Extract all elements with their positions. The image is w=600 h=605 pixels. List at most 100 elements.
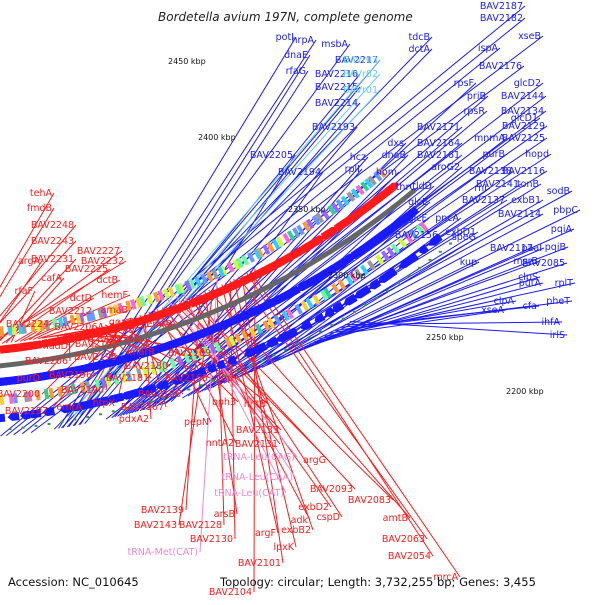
gene-arrow (11, 324, 17, 336)
label-connector (174, 302, 329, 461)
gene-label: emrB (146, 319, 172, 330)
gene-arrow (7, 412, 20, 421)
gene-label: dnaB (382, 150, 406, 161)
tick-mark (111, 410, 115, 413)
gene-label: tdcB (409, 32, 431, 43)
gene-label: tehA (30, 188, 53, 199)
gene-arrow (125, 300, 132, 312)
gene-label: BAV2181 (106, 373, 149, 384)
gene-label: xseA (481, 305, 504, 316)
gene-arrow (271, 238, 281, 250)
tick-mark (248, 364, 252, 367)
gene-arrow (375, 254, 385, 265)
gene-label: BAV2167 (121, 402, 164, 413)
gene-arrow (217, 266, 225, 277)
gene-label: BAV2176 (479, 61, 522, 72)
gene-label: mnmA (474, 133, 506, 144)
gene-arrow (249, 342, 268, 355)
gene-label: priB (467, 91, 486, 102)
gene-label: lpxK (273, 542, 294, 553)
gene-arrow (305, 218, 315, 230)
tick-mark (236, 370, 240, 373)
tick-mark (353, 310, 357, 313)
gene-arrow (234, 333, 243, 344)
gene-label: purD (17, 373, 40, 384)
gene-arrow (7, 325, 13, 336)
gene-label: BAV2198 (75, 339, 118, 350)
gene-arrow (84, 380, 92, 392)
gene-label: BAV2232 (81, 256, 124, 267)
label-connector (125, 142, 463, 415)
gene-arrow (404, 233, 414, 244)
label-connector (253, 268, 256, 593)
tick-label: 2300 kbp (328, 271, 366, 280)
gene-label: BAV2224 (6, 319, 49, 330)
gene-arrow (327, 204, 337, 216)
tick-mark (418, 266, 422, 269)
gene-arrow (286, 230, 296, 241)
gene-arrow (183, 352, 191, 364)
gene-arrow (104, 392, 125, 404)
gene-arrow (262, 320, 271, 331)
gene-arrow (266, 241, 275, 253)
gene-label: glcE (408, 197, 428, 208)
gene-label: arsB (214, 509, 235, 520)
gene-arrow (119, 389, 138, 400)
gene-label: BAV2134 (501, 106, 544, 117)
gene-arrow (236, 257, 244, 269)
gene-arrow (184, 280, 192, 291)
gene-arrow (320, 209, 330, 220)
gene-arrow (152, 291, 160, 303)
label-connector (249, 270, 461, 578)
gene-arrow (265, 336, 279, 348)
gene-label: dxs (387, 138, 404, 149)
gene-arrow (419, 221, 429, 232)
tick-mark (375, 296, 379, 299)
label-connector (153, 171, 324, 407)
gene-arrow (118, 320, 132, 331)
gene-arrow (169, 357, 177, 369)
gene-label: rfaG (286, 66, 306, 77)
gene-arrow (211, 268, 220, 280)
gene-label: BAV2139 (141, 505, 184, 516)
label-connector (175, 296, 296, 478)
tick-mark (295, 342, 299, 345)
label-connector (139, 314, 167, 408)
gene-label: pepN (184, 417, 209, 428)
gene-label: BAV2083 (348, 495, 391, 506)
gene-arrow (139, 296, 147, 307)
label-connector (345, 321, 563, 325)
label-connector (0, 240, 77, 324)
gene-arrow (65, 385, 71, 396)
gene-label: BAV2215 (315, 82, 358, 93)
label-connector (66, 59, 381, 428)
gene-label: potI (276, 32, 294, 43)
gene-arrow (227, 355, 238, 365)
gene-label: glcD1 (511, 113, 538, 124)
gene-arrow (253, 248, 262, 260)
genome-backbone-arc (0, 187, 417, 369)
gene-label: BAV2206 (25, 356, 68, 367)
gene-label: tldD (412, 181, 432, 192)
gene-arrow (79, 381, 86, 393)
gene-label: BAV2085 (522, 258, 565, 269)
gene-arrow (216, 359, 227, 370)
gene-label: BAV2114 (498, 209, 541, 220)
gene-arrow (302, 221, 311, 232)
tick-mark (137, 403, 141, 406)
gene-arrow (282, 232, 291, 244)
gene-arrow (275, 329, 295, 342)
gene-arrow (335, 199, 345, 210)
gene-arrow (57, 386, 63, 397)
label-connector (303, 276, 541, 348)
gene-arrow (0, 344, 12, 354)
gene-arrow (331, 283, 340, 294)
label-connector (0, 260, 43, 323)
label-connector (324, 309, 507, 337)
gene-label: BAV2187 (480, 1, 523, 12)
gene-label: msrB (513, 256, 538, 267)
tick-mark (407, 274, 411, 277)
gene-arrow (275, 236, 285, 248)
gene-arrow (23, 391, 29, 403)
label-connector (19, 297, 95, 342)
